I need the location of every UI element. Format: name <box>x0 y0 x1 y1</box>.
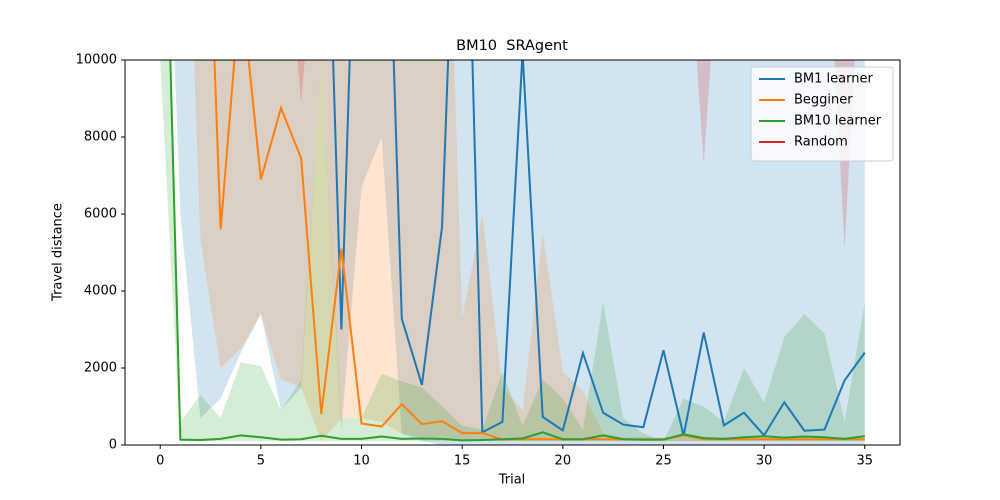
lines <box>169 60 866 442</box>
y-tick-label: 6000 <box>84 207 117 222</box>
legend-label: Begginer <box>794 93 853 108</box>
x-tick-label: 15 <box>454 454 471 469</box>
y-tick-label: 10000 <box>76 53 117 68</box>
y-tick-label: 0 <box>109 438 117 453</box>
legend-label: Random <box>794 135 848 150</box>
confidence-band <box>160 60 865 442</box>
y-tick-label: 4000 <box>84 284 117 299</box>
x-tick-label: 35 <box>856 454 873 469</box>
y-tick-label: 8000 <box>84 130 117 145</box>
legend-box <box>750 66 894 162</box>
x-tick-label: 0 <box>156 454 164 469</box>
x-tick-label: 10 <box>353 454 370 469</box>
x-tick-label: 20 <box>555 454 572 469</box>
x-tick-label: 5 <box>257 454 265 469</box>
series-line <box>332 60 866 438</box>
axes: 0 5 10 15 20 25 30 35 0 2000 4000 6000 8000 10000 BM1 … <box>76 53 901 469</box>
y-axis-label: Travel distance <box>51 203 66 302</box>
x-axis-label: Trial <box>498 473 526 488</box>
y-tick-label: 2000 <box>84 361 117 376</box>
chart-title: BM10 SRAgent <box>456 38 568 54</box>
confidence-band <box>194 60 865 442</box>
plot-frame <box>124 59 901 446</box>
legend: BM1 learner Begginer BM10 learner Random <box>750 66 894 162</box>
legend-label: BM10 learner <box>794 114 882 129</box>
x-tick-label: 30 <box>756 454 773 469</box>
x-tick-label: 25 <box>655 454 672 469</box>
legend-label: BM1 learner <box>794 72 873 87</box>
series-line <box>169 60 865 442</box>
